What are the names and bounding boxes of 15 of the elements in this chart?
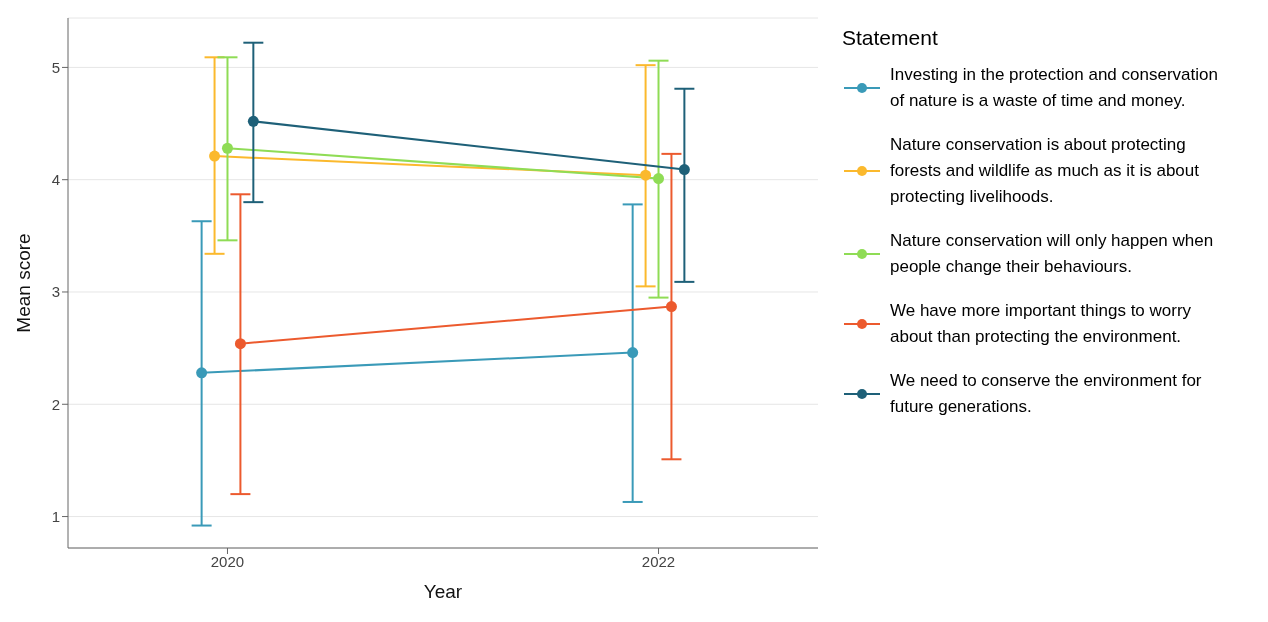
legend-title: Statement (842, 26, 939, 50)
y-tick-label: 1 (51, 507, 60, 525)
x-tick-label: 2022 (641, 552, 676, 570)
legend-label: Nature conservation will only happen when people change their behaviours. (890, 230, 1215, 278)
y-tick-label: 3 (51, 283, 60, 301)
y-tick-label: 4 (51, 171, 60, 189)
legend-label: We need to conserve the environment for future generations. (890, 370, 1203, 418)
legend-label: Nature conservation is about protecting forests and wildlife as much as it is about protecting livelihoods. (890, 134, 1200, 208)
x-tick-label: 2020 (210, 552, 245, 570)
x-axis-title: Year (423, 581, 463, 602)
legend-label: Investing in the protection and conservation of nature is a waste of time and money. (890, 64, 1218, 112)
legend-label: We have more important things to worry about than protecting the environment. (890, 300, 1193, 348)
y-axis-title: Mean score (12, 233, 34, 333)
y-tick-label: 5 (51, 58, 60, 76)
y-tick-label: 2 (51, 395, 60, 413)
